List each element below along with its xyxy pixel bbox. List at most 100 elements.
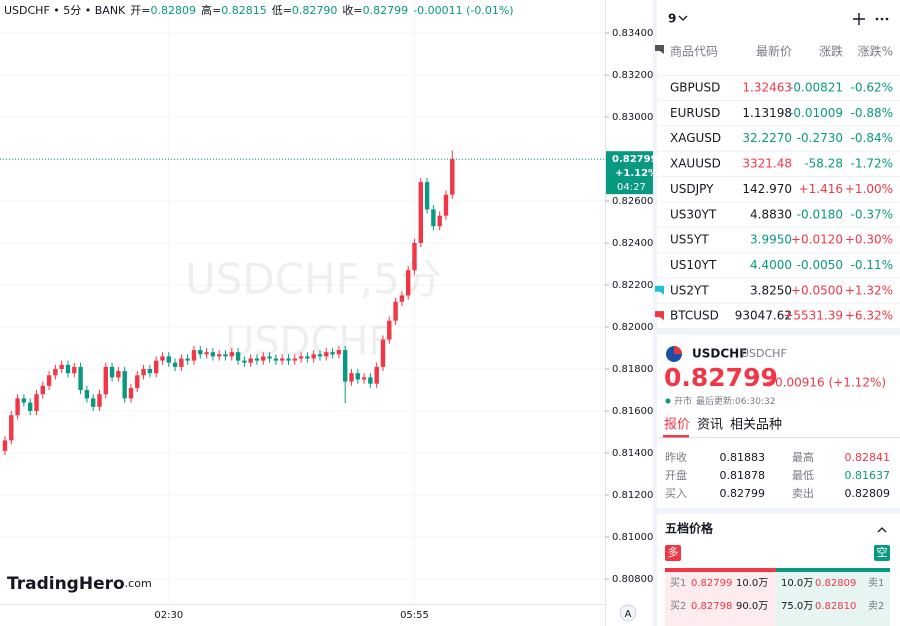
status-line: 开市 最后更新:06:30:32 (674, 395, 775, 407)
candle-body (135, 375, 140, 388)
candle-body (342, 350, 348, 382)
status: 开市 (674, 395, 692, 407)
candle-body (368, 377, 373, 384)
y-tick-label: 0.82200 (612, 280, 653, 291)
scale-button[interactable]: A (625, 609, 632, 620)
ask-volume: 10.0万 (781, 578, 813, 589)
candle-body (210, 352, 216, 357)
candle-body (166, 356, 171, 363)
list-dropdown-icon[interactable] (678, 15, 688, 21)
candle-body (305, 356, 310, 359)
candle-body (399, 295, 405, 302)
candle-body (311, 354, 316, 359)
tab[interactable]: 资讯 (697, 418, 723, 433)
stat-label: 开盘 (665, 468, 687, 482)
candle-body (21, 398, 27, 403)
row-change-pct: +6.32% (845, 309, 893, 323)
legend-value: 0.82815 (221, 4, 267, 17)
short-bar (776, 568, 890, 572)
candle-body (153, 360, 159, 374)
candle-body (9, 415, 14, 441)
header-flag (655, 45, 664, 54)
short-label: 空 (877, 545, 888, 559)
ask-label: 卖2 (868, 600, 884, 612)
candle-body (172, 362, 178, 367)
dot (875, 17, 879, 21)
candle-body (160, 356, 165, 361)
y-tick-label: 0.82000 (612, 322, 653, 333)
dot (880, 17, 884, 21)
y-tick-label: 0.83200 (612, 70, 653, 81)
legend-label: 收= (342, 3, 362, 17)
logo-suffix: .com (125, 577, 152, 590)
row-price: 3.8250 (750, 283, 792, 297)
row-change-pct: +1.32% (845, 283, 893, 297)
legend-value: 0.82799 (363, 4, 409, 17)
bid-label: 买1 (670, 577, 686, 589)
bid-price: 0.82799 (691, 578, 732, 589)
status-dot (665, 398, 671, 404)
row-change: +1.416 (799, 182, 843, 196)
stat-value: 0.82841 (845, 451, 891, 464)
column-header: 最新价 (756, 44, 792, 59)
candle-body (374, 366, 379, 384)
candle-body (229, 352, 234, 357)
row-change: -58.28 (804, 157, 843, 171)
add-icon[interactable] (853, 13, 865, 25)
bid-label: 买2 (670, 600, 686, 612)
candle-body (59, 364, 64, 369)
row-change-pct: -0.62% (851, 81, 893, 95)
row-price: 142.970 (742, 182, 792, 196)
long-badge (665, 545, 681, 561)
tab[interactable]: 相关品种 (730, 418, 782, 433)
row-symbol: US5YT (670, 233, 709, 247)
detail-price: 0.82799 (664, 363, 778, 392)
x-tick-label: 05:55 (400, 610, 429, 621)
stat-value: 0.82809 (845, 487, 891, 500)
candle-body (109, 366, 115, 378)
candle-body (147, 368, 153, 374)
candle-body (437, 215, 442, 227)
row-symbol: EURUSD (670, 106, 720, 120)
candle-body (235, 352, 241, 361)
row-change: -0.2730 (797, 131, 843, 145)
row-price: 93047.62 (735, 309, 792, 323)
candle-body (97, 394, 102, 407)
collapse-icon[interactable] (877, 527, 887, 533)
bid-background (665, 572, 776, 626)
candle-body (393, 301, 398, 321)
tab[interactable]: 报价 (664, 418, 690, 433)
row-flag (655, 311, 664, 321)
updated: 最后更新:06:30:32 (696, 395, 775, 407)
candle-body (387, 320, 392, 340)
candle-body (261, 356, 266, 361)
legend-label: 高= (201, 3, 221, 17)
stat-value: 0.81878 (720, 469, 766, 482)
list-name[interactable]: 9 (668, 12, 676, 26)
candle-body (405, 270, 411, 296)
scale-button-bg[interactable] (619, 604, 637, 622)
more-icon[interactable] (875, 17, 889, 21)
candle-body (361, 377, 367, 380)
stat-value: 0.81883 (720, 451, 766, 464)
last-price: 0.82799 (612, 154, 658, 165)
legend-value: 0.82809 (150, 4, 196, 17)
ask-background (776, 572, 890, 626)
long-label: 多 (668, 545, 679, 559)
dot (885, 17, 889, 21)
legend-value: 0.82790 (292, 4, 338, 17)
candle-body (40, 385, 45, 395)
long-bar (665, 568, 776, 572)
candle-body (298, 356, 304, 359)
stat-label: 最低 (792, 469, 814, 482)
candle-body (179, 358, 184, 367)
row-change: -0.0180 (797, 207, 843, 221)
candle-body (198, 350, 203, 355)
row-price: 1.32463 (742, 81, 792, 95)
candle-body (191, 350, 197, 361)
candle-body (46, 375, 52, 386)
countdown: 04:27 (617, 182, 646, 193)
candle-body (90, 398, 96, 407)
